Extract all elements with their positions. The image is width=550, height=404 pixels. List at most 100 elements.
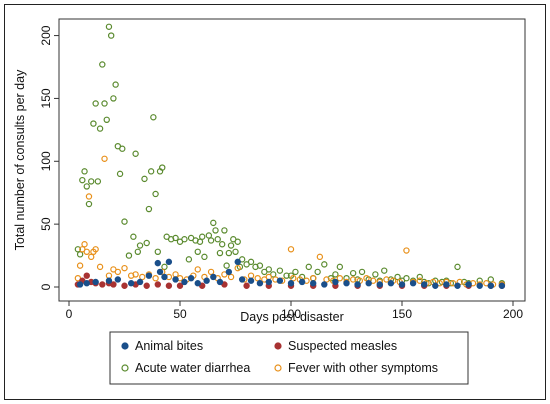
data-point [165, 282, 173, 289]
data-point [225, 249, 233, 257]
data-point [310, 275, 317, 282]
legend-marker [274, 342, 282, 350]
legend-box [109, 331, 469, 385]
data-point [498, 282, 506, 289]
data-point [134, 248, 142, 255]
legend-marker [121, 342, 129, 350]
data-point [125, 252, 133, 259]
data-point [363, 275, 370, 282]
data-point [321, 281, 328, 288]
data-point [247, 272, 255, 279]
data-point [121, 218, 128, 225]
data-point [150, 114, 157, 121]
data-point [96, 263, 104, 271]
data-point [256, 280, 264, 287]
data-point [210, 219, 217, 227]
data-point [203, 277, 210, 284]
data-point [87, 178, 95, 185]
data-point [105, 277, 113, 284]
data-point [172, 234, 179, 242]
data-point [87, 253, 95, 261]
data-point [212, 227, 219, 234]
data-point [83, 280, 90, 287]
data-point [227, 242, 235, 249]
data-point [198, 233, 206, 240]
data-point [172, 271, 179, 278]
data-point [265, 266, 272, 273]
legend-label: Acute water diarrhea [135, 361, 250, 375]
data-point [196, 238, 204, 245]
data-point [432, 282, 439, 289]
y-axis-label: Total number of consults per day [13, 69, 27, 250]
data-point [147, 168, 155, 175]
data-point [141, 175, 148, 183]
data-point [238, 276, 246, 283]
data-point [194, 248, 201, 255]
data-point [136, 242, 144, 249]
data-point [310, 280, 317, 287]
data-point [416, 273, 423, 281]
data-point [290, 275, 297, 282]
data-point [256, 262, 264, 269]
chart-frame: 0 50 100 150 200 0 50 100 150 200 Days post-disas… [4, 4, 546, 400]
data-point [403, 247, 410, 254]
data-point [349, 269, 357, 277]
data-point [114, 268, 122, 276]
data-point [234, 264, 241, 272]
data-point [221, 227, 228, 234]
data-point [94, 178, 102, 185]
data-point [110, 95, 117, 102]
data-point [99, 61, 106, 68]
x-tick-label: 0 [66, 307, 73, 321]
data-point [454, 282, 461, 289]
data-point [265, 278, 272, 286]
data-point [165, 258, 173, 266]
data-point [101, 155, 108, 162]
data-point [107, 32, 115, 39]
data-point [83, 272, 90, 279]
data-point [105, 272, 113, 279]
data-point [85, 193, 93, 200]
data-point [349, 276, 357, 283]
data-point [76, 281, 84, 288]
data-point [154, 259, 161, 267]
data-point [276, 277, 284, 284]
x-tick-label: 150 [392, 307, 412, 321]
data-point [161, 263, 168, 271]
data-point [218, 241, 226, 248]
data-point [132, 150, 139, 157]
data-point [156, 268, 164, 276]
data-point [376, 281, 383, 288]
data-point [152, 190, 159, 198]
data-point [205, 232, 213, 239]
y-tick-label: 150 [39, 88, 53, 108]
data-point [76, 262, 84, 269]
data-point [398, 281, 406, 288]
data-point [283, 272, 290, 279]
data-point [476, 282, 483, 289]
data-point [103, 116, 110, 124]
data-point [92, 246, 99, 253]
legend-label: Animal bites [135, 339, 203, 353]
data-point [85, 200, 93, 208]
data-point [145, 205, 153, 213]
data-point [210, 273, 217, 281]
data-point [132, 271, 139, 278]
data-point [487, 276, 494, 283]
data-point [227, 273, 235, 281]
data-point [214, 236, 221, 243]
data-point [83, 183, 90, 190]
data-point [92, 278, 99, 286]
data-point [92, 100, 99, 107]
data-point [81, 241, 88, 248]
x-axis-label: Days post-disaster [240, 310, 344, 324]
data-point [487, 282, 494, 289]
data-point [298, 278, 306, 286]
data-point [234, 238, 241, 245]
data-point [81, 168, 88, 175]
legend-label: Fever with other symptoms [288, 361, 438, 375]
data-point [143, 239, 150, 247]
data-point [316, 253, 324, 261]
data-point [223, 262, 230, 269]
data-point [161, 273, 168, 281]
